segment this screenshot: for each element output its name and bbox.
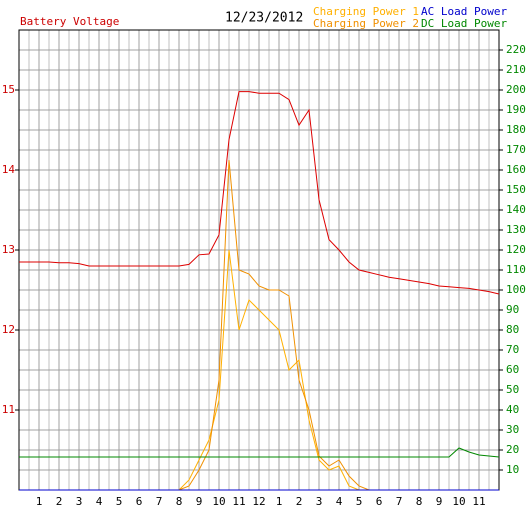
y-tick-label: 11 xyxy=(2,403,15,416)
x-tick-label: 3 xyxy=(316,495,323,508)
y2-tick-label: 90 xyxy=(506,303,519,316)
series-line xyxy=(19,447,500,458)
x-tick-label: 4 xyxy=(96,495,103,508)
y2-tick-label: 140 xyxy=(506,203,526,216)
y2-tick-label: 110 xyxy=(506,263,526,276)
y2-tick-label: 180 xyxy=(506,123,526,136)
x-tick-label: 5 xyxy=(356,495,363,508)
x-tick-label: 9 xyxy=(436,495,443,508)
x-tick-label: 6 xyxy=(136,495,143,508)
x-tick-label: 10 xyxy=(452,495,465,508)
x-tick-label: 7 xyxy=(396,495,403,508)
chart-title: 12/23/2012 xyxy=(225,11,303,26)
x-tick-label: 2 xyxy=(56,495,63,508)
y-tick-label: 13 xyxy=(2,243,15,256)
y2-tick-label: 190 xyxy=(506,103,526,116)
y2-tick-label: 60 xyxy=(506,363,519,376)
y-tick-label: 15 xyxy=(2,83,15,96)
x-tick-label: 7 xyxy=(156,495,163,508)
legend-entry: Charging Power 2 xyxy=(313,17,419,30)
y2-tick-label: 50 xyxy=(506,383,519,396)
x-tick-label: 8 xyxy=(416,495,423,508)
y2-tick-label: 40 xyxy=(506,403,519,416)
y2-tick-label: 150 xyxy=(506,183,526,196)
x-tick-label: 1 xyxy=(276,495,283,508)
x-tick-label: 8 xyxy=(176,495,183,508)
y2-tick-label: 200 xyxy=(506,83,526,96)
x-tick-label: 11 xyxy=(232,495,245,508)
y2-tick-label: 80 xyxy=(506,323,519,336)
x-tick-label: 3 xyxy=(76,495,83,508)
series-line xyxy=(19,91,500,295)
y2-tick-label: 30 xyxy=(506,423,519,436)
legend-entry: DC Load Power xyxy=(421,17,507,30)
x-tick-label: 10 xyxy=(212,495,225,508)
y-axis-label: Battery Voltage xyxy=(20,15,119,28)
x-tick-label: 4 xyxy=(336,495,343,508)
y2-tick-label: 130 xyxy=(506,223,526,236)
x-tick-label: 12 xyxy=(252,495,265,508)
y-tick-label: 14 xyxy=(2,163,16,176)
y2-tick-label: 220 xyxy=(506,43,526,56)
y2-tick-label: 70 xyxy=(506,343,519,356)
y2-tick-label: 210 xyxy=(506,63,526,76)
y2-tick-label: 120 xyxy=(506,243,526,256)
legend-entry: Charging Power 1 xyxy=(313,5,419,18)
y2-tick-label: 160 xyxy=(506,163,526,176)
legend-entry: AC Load Power xyxy=(421,5,507,18)
x-tick-label: 2 xyxy=(296,495,303,508)
x-tick-label: 1 xyxy=(36,495,43,508)
y2-tick-label: 20 xyxy=(506,443,519,456)
y2-tick-label: 10 xyxy=(506,463,519,476)
x-tick-label: 5 xyxy=(116,495,123,508)
y-tick-label: 12 xyxy=(2,323,15,336)
y2-tick-label: 170 xyxy=(506,143,526,156)
y2-tick-label: 100 xyxy=(506,283,526,296)
x-tick-label: 9 xyxy=(196,495,203,508)
x-tick-label: 6 xyxy=(376,495,383,508)
x-tick-label: 11 xyxy=(472,495,485,508)
